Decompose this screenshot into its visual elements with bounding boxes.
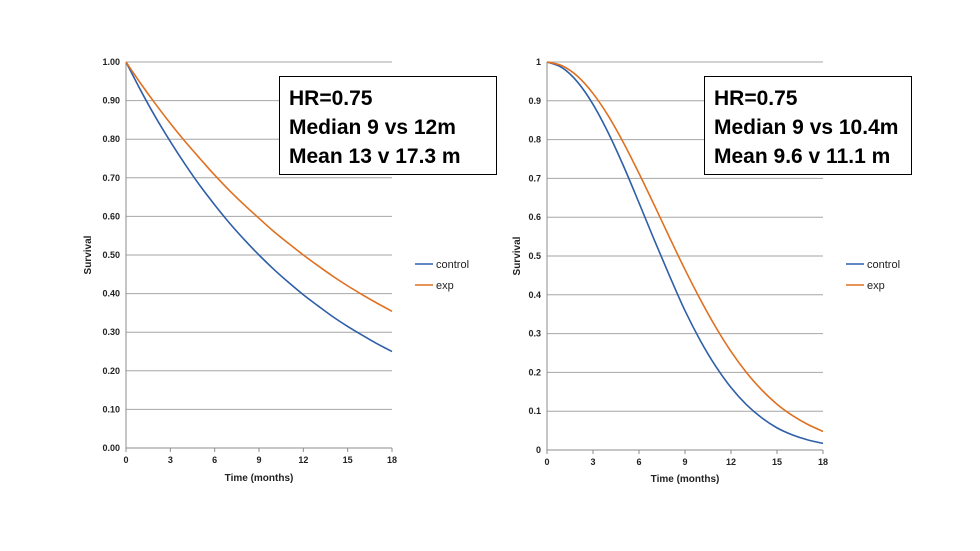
left-x-tick-label: 0 xyxy=(123,455,128,465)
left-annotation-mean: Mean 13 v 17.3 m xyxy=(289,145,461,168)
left-y-tick-label: 0.40 xyxy=(102,289,120,299)
right-annotation-mean: Mean 9.6 v 11.1 m xyxy=(714,145,891,168)
left-x-tick-label: 3 xyxy=(168,455,173,465)
left-y-tick-label: 0.00 xyxy=(102,443,120,453)
right-annotation-hr: HR=0.75 xyxy=(714,87,798,110)
left-x-tick-label: 15 xyxy=(343,455,353,465)
right-y-tick-label: 0.6 xyxy=(528,212,541,222)
right-x-tick-label: 15 xyxy=(772,457,782,467)
left-y-tick-label: 0.20 xyxy=(102,366,120,376)
right-x-tick-label: 6 xyxy=(636,457,641,467)
right-y-tick-label: 0.1 xyxy=(528,406,541,416)
right-series-control-line xyxy=(546,61,824,445)
right-x-ticks: 0 3 6 9 12 15 18 xyxy=(544,450,828,467)
left-annotation-box: HR=0.75 Median 9 vs 12m Mean 13 v 17.3 m xyxy=(279,76,497,175)
right-series-exp-line xyxy=(546,61,824,433)
right-series xyxy=(546,61,824,445)
left-y-axis-title: Survival xyxy=(83,235,94,274)
left-series-exp-line xyxy=(125,61,393,313)
right-y-tick-label: 0.4 xyxy=(528,290,541,300)
left-x-tick-label: 9 xyxy=(256,455,261,465)
right-y-tick-label: 0.2 xyxy=(528,367,541,377)
right-x-tick-label: 9 xyxy=(682,457,687,467)
right-legend: control exp xyxy=(846,259,900,292)
left-y-tick-label: 0.70 xyxy=(102,173,120,183)
left-y-tick-label: 0.30 xyxy=(102,327,120,337)
right-y-tick-label: 0.8 xyxy=(528,135,541,145)
right-legend-label-control: control xyxy=(867,259,900,271)
right-annotation-box: HR=0.75 Median 9 vs 10.4m Mean 9.6 v 11.… xyxy=(704,76,912,175)
left-legend-label-control: control xyxy=(436,259,469,271)
right-annotation-median: Median 9 vs 10.4m xyxy=(714,116,899,139)
left-y-tick-label: 0.60 xyxy=(102,211,120,221)
right-x-tick-label: 12 xyxy=(726,457,736,467)
left-x-tick-label: 18 xyxy=(387,455,397,465)
left-y-tick-label: 0.50 xyxy=(102,250,120,260)
right-x-axis-title: Time (months) xyxy=(651,474,720,485)
right-x-tick-label: 3 xyxy=(590,457,595,467)
left-legend-label-exp: exp xyxy=(436,280,454,292)
left-x-tick-label: 6 xyxy=(212,455,217,465)
right-y-ticks: 0 0.1 0.2 0.3 0.4 0.5 0.6 0.7 0.8 0.9 1 xyxy=(528,57,541,455)
left-series-control-line xyxy=(125,61,393,353)
left-y-tick-label: 0.10 xyxy=(102,404,120,414)
left-x-tick-label: 12 xyxy=(298,455,308,465)
right-y-tick-label: 0.5 xyxy=(528,251,541,261)
right-y-axis-title: Survival xyxy=(512,236,523,275)
left-legend: control exp xyxy=(415,259,469,292)
left-y-tick-label: 0.90 xyxy=(102,96,120,106)
left-y-tick-label: 1.00 xyxy=(102,57,120,67)
right-x-tick-label: 0 xyxy=(544,457,549,467)
right-y-tick-label: 0.3 xyxy=(528,329,541,339)
right-y-tick-label: 0 xyxy=(536,445,541,455)
right-y-tick-label: 1 xyxy=(536,57,541,67)
left-series xyxy=(125,61,393,353)
left-y-ticks: 0.00 0.10 0.20 0.30 0.40 0.50 0.60 0.70 0.80 0.90… xyxy=(102,57,120,453)
left-annotation-median: Median 9 vs 12m xyxy=(289,116,456,139)
left-x-ticks: 0 3 6 9 12 15 18 xyxy=(123,448,397,465)
left-annotation-hr: HR=0.75 xyxy=(289,87,373,110)
right-y-tick-label: 0.7 xyxy=(528,173,541,183)
left-y-tick-label: 0.80 xyxy=(102,134,120,144)
right-x-tick-label: 18 xyxy=(818,457,828,467)
left-x-axis-title: Time (months) xyxy=(225,473,294,484)
right-legend-label-exp: exp xyxy=(867,280,885,292)
right-y-tick-label: 0.9 xyxy=(528,96,541,106)
